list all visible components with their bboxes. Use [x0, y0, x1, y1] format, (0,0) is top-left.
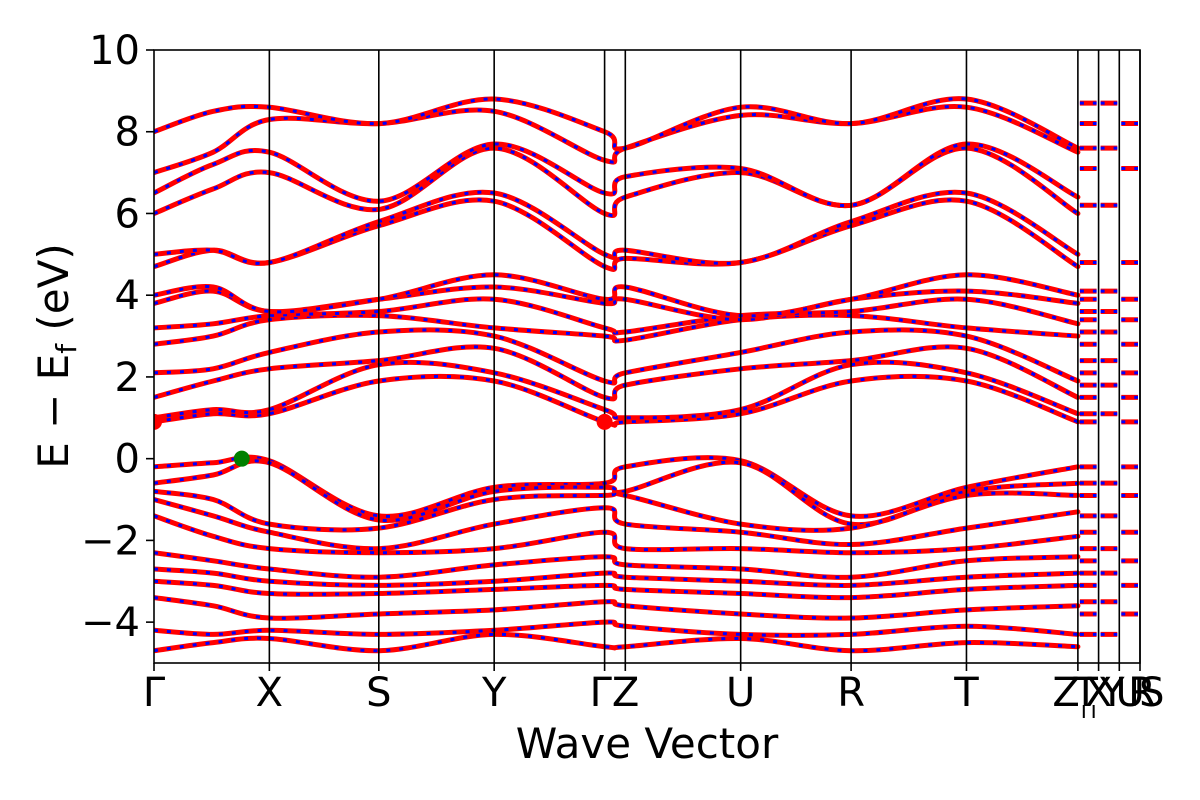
x-tick-label-10: X — [1085, 670, 1112, 716]
bands-layer — [154, 96, 1138, 654]
band-line-red-9 — [154, 619, 1081, 638]
cbm-marker-2 — [596, 413, 613, 430]
band-line-blue-0 — [154, 455, 1079, 518]
band-line-blue-9 — [154, 620, 1079, 637]
band-line-red-18 — [154, 272, 1081, 319]
plot-frame — [153, 49, 1141, 664]
y-tick-label-0: −4 — [81, 600, 140, 646]
band-line-red-10 — [154, 631, 1081, 654]
y-axis-label-unit: (eV) — [29, 243, 78, 344]
x-tick-label-4: ΓZ — [590, 670, 640, 716]
y-axis-label: E − Ef (eV) — [29, 243, 83, 469]
y-tick-label-1: −2 — [81, 518, 140, 564]
band-edge-markers — [154, 413, 613, 467]
x-tick-label-2: S — [366, 670, 391, 716]
y-axis-label-main: E − E — [29, 354, 78, 469]
cbm-marker-1 — [154, 413, 162, 430]
vbm-marker-0 — [233, 450, 250, 467]
x-tick-label-14: S — [1139, 670, 1164, 716]
band-line-red-8 — [154, 595, 1081, 621]
y-tick-label-4: 4 — [115, 273, 140, 319]
x-tick-label-5: U — [726, 670, 755, 716]
x-tick-label-0: Γ — [143, 670, 166, 716]
x-tick-label-1: X — [256, 670, 283, 716]
x-tick-label-6: R — [837, 670, 865, 716]
x-axis-label: Wave Vector — [516, 719, 779, 768]
x-tick-label-7: T — [953, 670, 979, 716]
x-tick-label-11: Y — [1099, 670, 1125, 716]
band-line-blue-5 — [154, 551, 1078, 579]
x-tick-label-13: R — [1128, 670, 1156, 716]
y-tick-label-5: 6 — [115, 191, 140, 237]
y-ticks: −4 −2 0 2 4 6 8 10 — [81, 28, 154, 646]
band-line-red-0 — [154, 454, 1081, 519]
x-tick-label-8: Z — [1052, 670, 1079, 716]
y-axis-label-subscript: f — [50, 343, 83, 354]
band-line-blue-6 — [154, 567, 1078, 587]
band-line-blue-16 — [154, 297, 1079, 335]
y-tick-label-2: 0 — [115, 437, 140, 483]
band-line-blue-7 — [154, 579, 1078, 600]
y-tick-label-7: 10 — [89, 28, 140, 74]
x-tick-label-3: Y — [481, 670, 507, 716]
x-tick-label-12: U — [1115, 670, 1144, 716]
band-line-blue-13 — [154, 345, 1079, 401]
y-tick-label-3: 2 — [115, 355, 140, 401]
y-tick-label-6: 8 — [115, 110, 140, 156]
